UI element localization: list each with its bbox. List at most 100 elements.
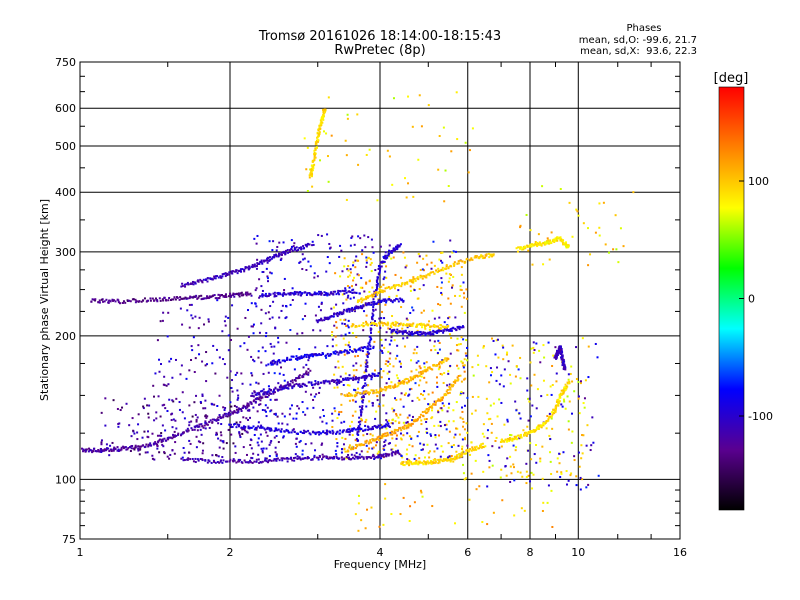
data-point-2337	[217, 293, 220, 296]
data-point-2223	[92, 298, 95, 301]
data-point-2530	[307, 242, 310, 245]
data-point-3523	[445, 393, 448, 396]
data-point-2989	[332, 351, 335, 354]
data-point-1723	[346, 113, 349, 116]
data-point-729	[336, 442, 339, 445]
data-point-2510	[288, 249, 291, 252]
data-point-1927	[211, 421, 214, 424]
data-point-701	[326, 294, 329, 297]
data-point-2251	[124, 301, 127, 304]
data-point-3615	[401, 382, 404, 385]
data-point-1459	[471, 366, 474, 369]
data-point-3097	[372, 308, 375, 311]
data-point-4045	[469, 448, 472, 451]
data-point-1417	[501, 344, 504, 347]
data-point-825	[348, 274, 351, 277]
data-point-1733	[344, 139, 347, 142]
data-point-1413	[584, 379, 587, 382]
data-point-3032	[356, 431, 359, 434]
data-point-245	[277, 382, 280, 385]
data-point-2678	[275, 427, 278, 430]
data-point-2119	[290, 457, 293, 460]
data-point-4387	[317, 132, 320, 135]
data-point-3995	[439, 458, 442, 461]
data-point-320	[160, 363, 163, 366]
data-point-1653	[594, 231, 597, 234]
data-point-613	[347, 326, 350, 329]
data-point-1991	[263, 393, 266, 396]
data-point-2257	[132, 298, 135, 301]
data-point-1337	[426, 431, 429, 434]
data-point-876	[335, 321, 338, 324]
data-point-2769	[370, 427, 373, 430]
data-point-2152	[328, 456, 331, 459]
data-point-2992	[334, 352, 337, 355]
data-point-1111	[447, 420, 450, 423]
data-point-3885	[405, 323, 408, 326]
data-point-2278	[158, 297, 161, 300]
data-point-1177	[353, 276, 356, 279]
data-point-3733	[408, 280, 411, 283]
data-point-323	[158, 434, 161, 437]
data-point-2450	[246, 266, 249, 269]
data-point-2373	[246, 292, 249, 295]
data-point-345	[266, 396, 269, 399]
data-point-2437	[235, 269, 238, 272]
data-point-1474	[472, 374, 475, 377]
data-point-2188	[372, 453, 375, 456]
data-point-2818	[276, 388, 279, 391]
data-point-4351	[312, 159, 315, 162]
data-point-3723	[400, 285, 403, 288]
data-point-566	[319, 309, 322, 312]
data-point-2189	[373, 455, 376, 458]
data-point-2207	[388, 453, 391, 456]
data-point-68	[188, 439, 191, 442]
data-point-1521	[581, 434, 584, 437]
data-point-2876	[336, 381, 339, 384]
data-point-1099	[443, 372, 446, 375]
data-point-2124	[294, 456, 297, 459]
data-point-2976	[318, 353, 321, 356]
data-point-3103	[372, 298, 375, 301]
data-point-2998	[340, 351, 343, 354]
data-point-105	[100, 451, 103, 454]
data-point-260	[215, 433, 218, 436]
data-point-1248	[439, 420, 442, 423]
data-point-1297	[440, 259, 443, 262]
data-point-2544	[272, 292, 275, 295]
data-point-3056	[361, 386, 364, 389]
data-point-2810	[268, 388, 271, 391]
data-point-2362	[238, 295, 241, 298]
data-point-2795	[252, 395, 255, 398]
data-point-1716	[305, 168, 308, 171]
data-point-131	[163, 452, 166, 455]
data-point-3349	[364, 302, 367, 305]
data-point-4407	[320, 121, 323, 124]
data-point-2285	[165, 299, 168, 302]
data-point-2461	[253, 265, 256, 268]
data-point-2991	[334, 350, 337, 353]
data-point-771	[331, 345, 334, 348]
data-point-3378	[391, 301, 394, 304]
data-point-1389	[492, 402, 495, 405]
data-point-134	[109, 444, 112, 447]
data-point-2249	[121, 301, 124, 304]
data-point-3111	[375, 289, 378, 292]
data-point-1839	[126, 448, 129, 451]
data-point-4101	[519, 433, 522, 436]
data-point-3435	[383, 435, 386, 438]
data-point-1300	[439, 425, 442, 428]
data-point-3031	[356, 433, 359, 436]
data-point-3868	[389, 324, 392, 327]
data-point-1909	[194, 426, 197, 429]
data-point-2928	[273, 362, 276, 365]
data-point-3797	[463, 260, 466, 263]
data-point-2786	[384, 425, 387, 428]
data-point-865	[405, 453, 408, 456]
data-point-3882	[401, 324, 404, 327]
data-point-1647	[539, 361, 542, 364]
data-point-1207	[410, 370, 413, 373]
data-point-2345	[224, 293, 227, 296]
data-point-2414	[216, 275, 219, 278]
data-point-2307	[189, 295, 192, 298]
